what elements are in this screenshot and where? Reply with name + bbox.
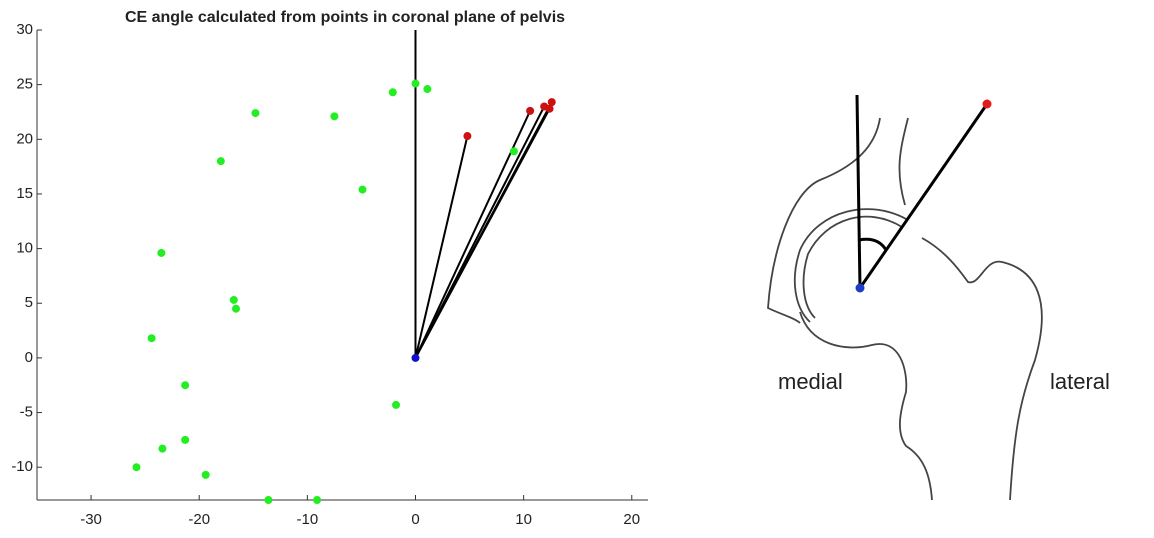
y-tick-label: 15 xyxy=(16,185,33,202)
medial-label: medial xyxy=(778,369,843,394)
pelvis-outline xyxy=(768,118,880,323)
point xyxy=(232,305,239,312)
point xyxy=(159,445,166,452)
point xyxy=(464,133,471,140)
y-tick-label: 5 xyxy=(25,294,33,311)
point xyxy=(412,354,419,361)
lateral-label: lateral xyxy=(1050,369,1110,394)
point xyxy=(217,158,224,165)
x-tick-label: 0 xyxy=(411,511,419,528)
acetabulum-line xyxy=(795,209,908,322)
point xyxy=(412,80,419,87)
point xyxy=(252,110,259,117)
angle-arc xyxy=(859,239,886,250)
point xyxy=(331,113,338,120)
x-tick-label: -30 xyxy=(80,511,102,528)
x-tick-label: -10 xyxy=(297,511,319,528)
point xyxy=(424,86,431,93)
y-tick-label: 10 xyxy=(16,240,33,257)
edge-point xyxy=(983,100,992,109)
point xyxy=(202,471,209,478)
femur-outline xyxy=(922,238,1042,500)
point xyxy=(393,401,400,408)
y-tick-label: 0 xyxy=(25,349,33,366)
point xyxy=(230,296,237,303)
point xyxy=(359,186,366,193)
y-tick-label: -10 xyxy=(11,458,33,475)
point xyxy=(546,105,553,112)
x-tick-label: 10 xyxy=(515,511,532,528)
point xyxy=(527,107,534,114)
hip-diagram: medial lateral xyxy=(768,95,1110,500)
y-tick-label: 30 xyxy=(16,21,33,38)
acetabulum-line xyxy=(804,217,902,318)
point xyxy=(389,89,396,96)
x-tick-label: -20 xyxy=(188,511,210,528)
center-point xyxy=(856,284,865,293)
y-tick-label: 25 xyxy=(16,76,33,93)
figure: CE angle calculated from points in coron… xyxy=(0,0,1154,533)
y-tick-label: -5 xyxy=(20,404,33,421)
chart-title: CE angle calculated from points in coron… xyxy=(125,9,565,26)
point xyxy=(314,497,321,504)
ce-line xyxy=(415,136,467,358)
point xyxy=(133,464,140,471)
y-tick-label: 20 xyxy=(16,130,33,147)
plot-area: -10 -5 0 5 10 15 20 25 30 -30 -20 -10 0 10 20 xyxy=(11,21,640,528)
point xyxy=(510,148,517,155)
pelvis-outline xyxy=(899,118,908,205)
point xyxy=(148,335,155,342)
ce-line xyxy=(415,102,551,358)
vertical-line xyxy=(857,95,860,288)
point xyxy=(548,99,555,106)
point xyxy=(182,382,189,389)
point xyxy=(158,249,165,256)
point xyxy=(265,497,272,504)
angle-line xyxy=(860,104,987,288)
point xyxy=(182,436,189,443)
femur-outline xyxy=(800,312,932,500)
x-tick-label: 20 xyxy=(623,511,640,528)
